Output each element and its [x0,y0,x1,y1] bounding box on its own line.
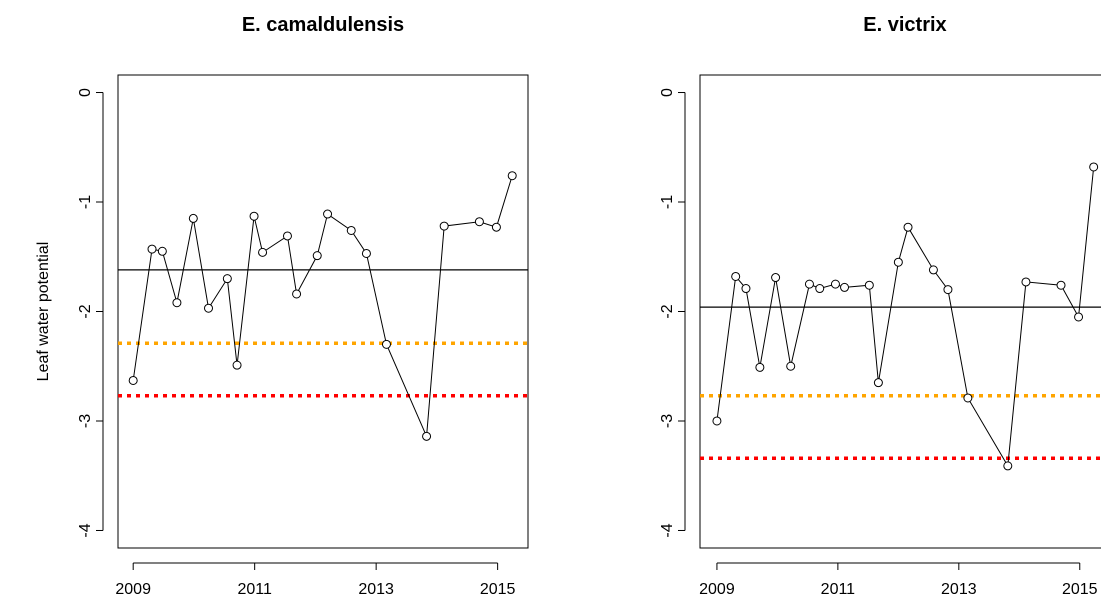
chart-title: E. victrix [863,14,946,36]
data-point [157,246,167,256]
y-tick-label: -1 [659,195,676,209]
x-tick-label: 2015 [480,581,516,598]
data-point [830,279,840,289]
data-point [474,217,484,227]
x-tick-label: 2015 [1062,581,1098,598]
data-point [346,225,356,235]
data-point [1003,461,1013,471]
data-point [771,273,781,283]
data-point [312,251,322,261]
data-line [132,175,513,437]
data-point [963,393,973,403]
data-point [840,282,850,292]
x-tick-label: 2013 [941,581,977,598]
data-point [232,360,242,370]
data-point [903,222,913,232]
data-point [928,265,938,275]
data-point [893,257,903,267]
y-tick-label: -4 [77,523,94,537]
data-point [741,284,751,294]
x-tick-label: 2011 [821,581,856,598]
data-point [222,274,232,284]
data-point [1056,280,1066,290]
y-tick-label: -3 [77,414,94,428]
y-tick-label: -1 [77,195,94,209]
y-tick-label: 0 [659,88,676,97]
data-point [249,211,259,221]
x-tick-label: 2009 [699,581,735,598]
data-point [1074,312,1084,322]
x-tick-label: 2011 [237,581,272,598]
panel: E. victrix -4 -3 -2 -1 0 2009 2011 2013 2015 [659,14,1101,598]
data-point [786,361,796,371]
data-point [172,298,182,308]
data-point [755,362,765,372]
data-point [258,247,268,257]
data-point [873,378,883,388]
data-point [188,213,198,223]
data-point [128,375,138,385]
data-point [815,284,825,294]
data-point [204,303,214,313]
data-line [716,166,1095,468]
data-point [381,339,391,349]
data-point [804,279,814,289]
y-tick-label: -2 [659,304,676,318]
y-tick-label: 0 [77,88,94,97]
data-point [1021,277,1031,287]
x-tick-label: 2013 [358,581,394,598]
plot-frame [699,74,1101,549]
x-tick-label: 2009 [115,581,151,598]
data-point [731,271,741,281]
data-point [292,289,302,299]
data-point [422,431,432,441]
data-point [491,222,501,232]
data-point [361,248,371,258]
data-point [864,280,874,290]
panel: E. camaldulensis Leaf water potential -4 -3… [35,14,529,598]
data-point [507,171,517,181]
data-point [323,209,333,219]
data-point [282,231,292,241]
data-point [712,416,722,426]
plot-frame [117,74,529,549]
y-tick-label: -4 [659,523,676,537]
data-point [147,244,157,254]
data-point [943,285,953,295]
data-point [439,221,449,231]
y-tick-label: -2 [77,304,94,318]
data-point [1089,162,1099,172]
y-tick-label: -3 [659,414,676,428]
chart-title: E. camaldulensis [242,14,404,36]
y-axis-label: Leaf water potential [35,242,52,382]
